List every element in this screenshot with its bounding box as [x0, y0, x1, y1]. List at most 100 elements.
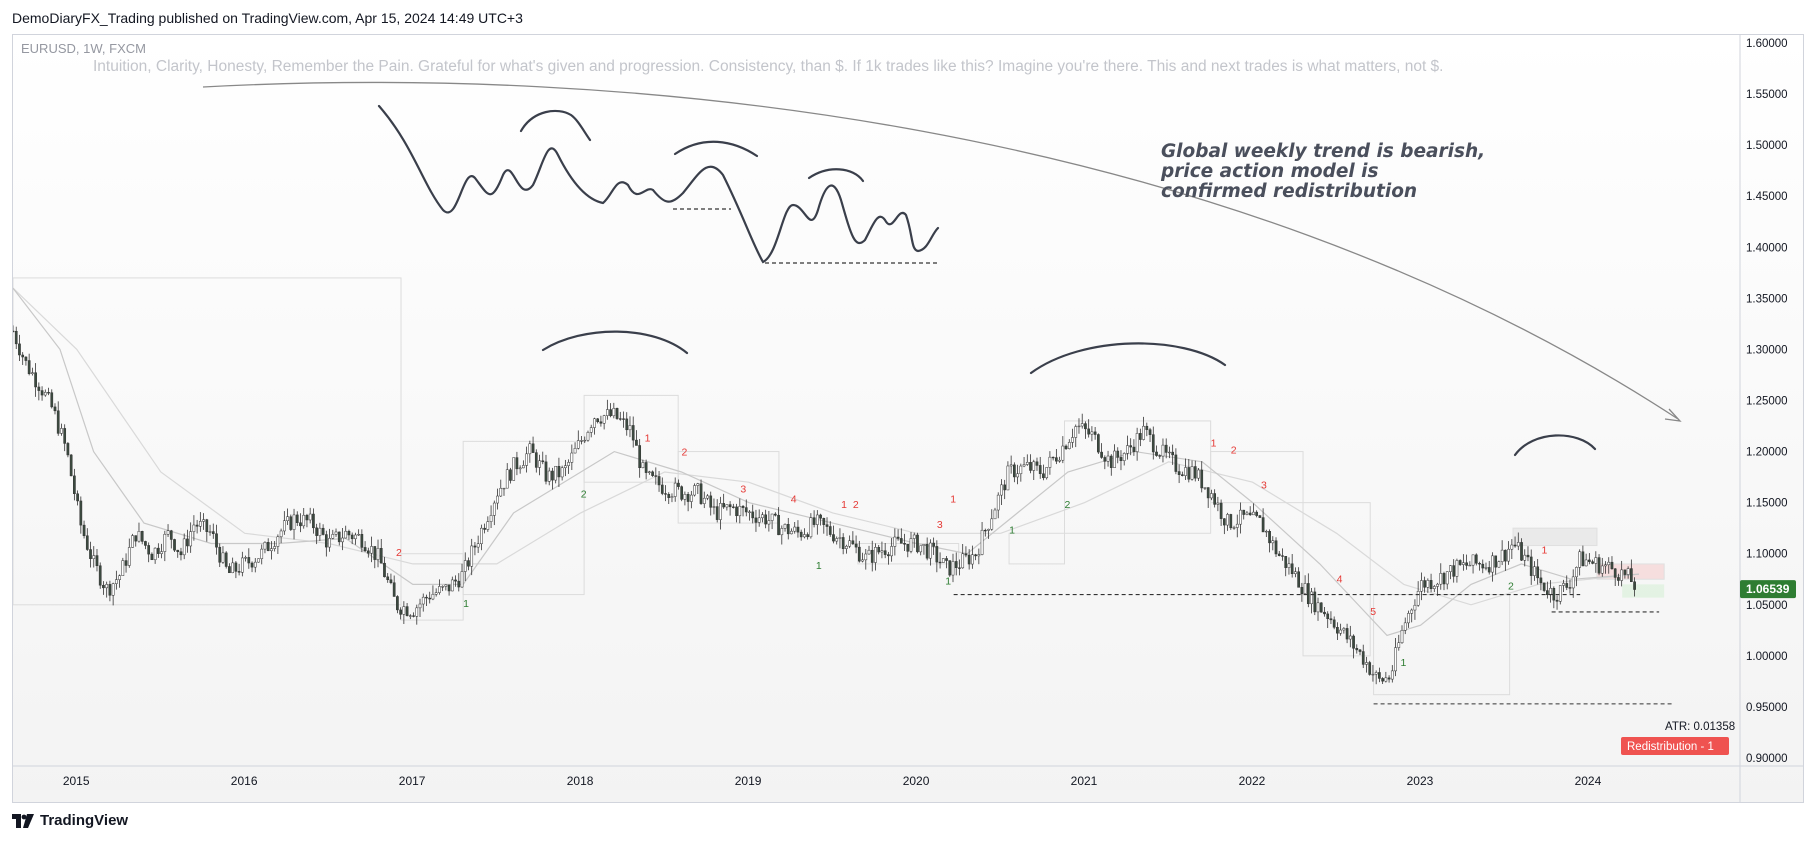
- candle-body: [773, 513, 777, 516]
- candle-body: [412, 615, 415, 617]
- candle-body: [929, 542, 932, 559]
- candle-body: [418, 603, 422, 609]
- candle-body: [1113, 450, 1116, 468]
- candle-body: [1365, 662, 1368, 665]
- candle-body: [402, 606, 406, 615]
- candle-body: [102, 584, 105, 589]
- candle-body: [961, 553, 965, 569]
- candle-body: [47, 392, 50, 394]
- candle-body: [14, 330, 18, 345]
- candle-body: [1432, 586, 1436, 589]
- candle-body: [712, 506, 716, 508]
- candle-body: [140, 531, 144, 542]
- candle-body: [1071, 437, 1074, 443]
- price-tick-label: 1.05000: [1746, 600, 1788, 612]
- candle-body: [1410, 609, 1414, 614]
- candle-body: [134, 535, 138, 542]
- candle-body: [444, 584, 448, 587]
- candle-body: [1187, 467, 1191, 480]
- candle-body: [515, 457, 519, 470]
- candle-body: [173, 539, 176, 551]
- candle-body: [958, 567, 961, 569]
- candle-body: [1029, 462, 1032, 471]
- candle-body: [1413, 604, 1417, 611]
- candle-body: [118, 575, 121, 580]
- candle-body: [1203, 487, 1207, 489]
- candle-body: [1145, 425, 1149, 430]
- tradingview-logo[interactable]: TradingView: [12, 812, 128, 829]
- candle-body: [392, 582, 396, 597]
- candle-body: [389, 579, 393, 583]
- candle-body: [189, 531, 193, 547]
- candle-body: [467, 560, 470, 567]
- candle-body: [1542, 582, 1546, 591]
- candle-body: [1174, 454, 1178, 472]
- candle-body: [770, 513, 774, 521]
- candle-body: [1526, 554, 1530, 558]
- candle-body: [1445, 571, 1449, 585]
- candle-body: [1539, 577, 1543, 584]
- candle-body: [1578, 551, 1582, 568]
- candle-body: [1303, 583, 1307, 595]
- candle-body: [279, 530, 283, 538]
- candle-body: [615, 408, 619, 419]
- candle-body: [144, 541, 147, 546]
- counter-label: 2: [853, 499, 859, 511]
- publish-header: DemoDiaryFX_Trading published on Trading…: [0, 0, 1815, 34]
- candle-body: [486, 521, 490, 530]
- hand-drawn-sketch: [377, 104, 940, 264]
- moving-averages: [13, 287, 1640, 637]
- candle-body: [341, 537, 344, 543]
- candle-body: [1177, 471, 1181, 475]
- candle-body: [1281, 555, 1284, 557]
- candle-body: [638, 445, 642, 468]
- candle-body: [299, 522, 302, 527]
- candle-body: [163, 533, 167, 552]
- candle-body: [777, 514, 780, 536]
- candle-body: [231, 562, 235, 574]
- candle-body: [1400, 630, 1404, 643]
- candle-body: [1045, 467, 1049, 479]
- time-scale[interactable]: 2015 2016 2017 2018 2019 2020 2021 2022 2023 2024: [63, 774, 1602, 788]
- candle-body: [1571, 576, 1575, 589]
- candle-body: [1080, 423, 1084, 427]
- candle-body: [1106, 455, 1110, 462]
- candle-body: [428, 597, 432, 600]
- candle-body: [764, 514, 767, 525]
- candle-body: [1319, 602, 1323, 613]
- candle-body: [1151, 434, 1155, 453]
- redistribution-badge: Redistribution - 1: [1621, 737, 1729, 755]
- candle-body: [115, 579, 118, 584]
- symbol-label: EURUSD, 1W, FXCM: [21, 41, 146, 56]
- range-box: [1210, 451, 1304, 504]
- candle-body: [1452, 565, 1456, 577]
- candle-body: [383, 562, 386, 578]
- counter-label: 1: [645, 432, 651, 444]
- candle-body: [906, 543, 910, 552]
- candle-body: [1465, 562, 1468, 566]
- candle-body: [460, 571, 464, 588]
- candle-body: [974, 554, 977, 557]
- candle-body: [463, 560, 467, 572]
- price-scale[interactable]: 1.60000 1.55000 1.50000 1.45000 1.40000 1.350…: [1746, 38, 1788, 765]
- candle-body: [1623, 569, 1627, 575]
- candle-body: [1426, 580, 1430, 588]
- candle-body: [618, 418, 622, 420]
- candle-body: [1390, 670, 1394, 680]
- candle-body: [1048, 456, 1052, 468]
- candles: [13, 325, 1636, 685]
- candle-body: [731, 506, 735, 508]
- range-box: [1302, 502, 1371, 657]
- candle-body: [622, 418, 625, 420]
- candle-body: [470, 545, 474, 567]
- range-boxes: [13, 277, 1665, 696]
- candle-body: [50, 392, 54, 408]
- price-tick-label: 1.40000: [1746, 242, 1788, 254]
- candle-body: [870, 549, 874, 563]
- candle-body: [641, 462, 645, 468]
- candle-body: [699, 483, 703, 504]
- candle-body: [686, 494, 690, 502]
